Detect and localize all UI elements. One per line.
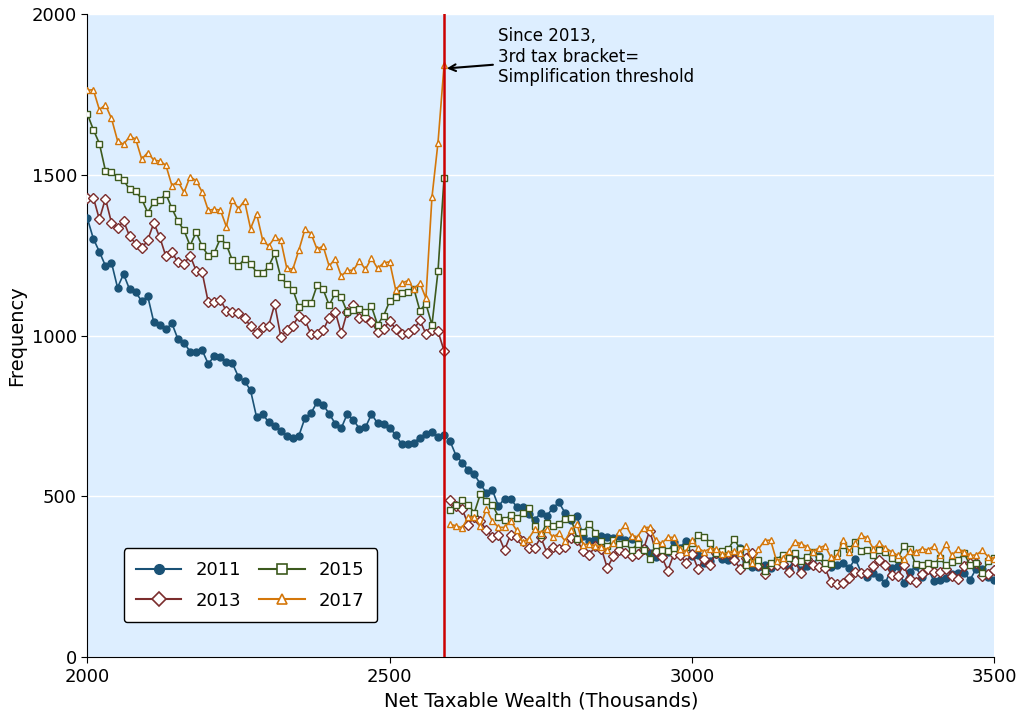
2017 (444, 520, 457, 528)
2015 (516, 509, 528, 518)
2017 (915, 544, 928, 553)
2017 (770, 557, 782, 566)
2015 (444, 506, 457, 515)
2011 (988, 576, 1000, 584)
Line: 2015: 2015 (446, 490, 997, 576)
2013 (830, 580, 843, 589)
2013 (571, 536, 584, 544)
2011 (976, 565, 988, 574)
2015 (909, 560, 922, 569)
2013 (583, 551, 595, 559)
Legend: 2011, 2013, 2015, 2017: 2011, 2013, 2015, 2017 (124, 549, 377, 622)
2015 (982, 556, 994, 565)
2017 (589, 541, 601, 550)
Y-axis label: Frequency: Frequency (7, 285, 26, 386)
2017 (988, 554, 1000, 563)
2013 (909, 578, 922, 587)
Line: 2013: 2013 (446, 497, 997, 588)
2015 (976, 569, 988, 577)
2011 (571, 512, 584, 521)
Line: 2011: 2011 (446, 438, 997, 587)
2015 (589, 528, 601, 537)
2011 (897, 579, 909, 587)
X-axis label: Net Taxable Wealth (Thousands): Net Taxable Wealth (Thousands) (384, 691, 698, 710)
2015 (474, 490, 486, 498)
2015 (577, 528, 589, 536)
2017 (516, 538, 528, 547)
2013 (511, 532, 523, 541)
2013 (982, 570, 994, 579)
Text: Since 2013,
3rd tax bracket=
Simplification threshold: Since 2013, 3rd tax bracket= Simplificat… (450, 27, 694, 87)
2011 (511, 503, 523, 511)
2013 (988, 566, 1000, 574)
Line: 2017: 2017 (446, 505, 997, 567)
2011 (909, 562, 922, 571)
2013 (444, 495, 457, 504)
2011 (583, 537, 595, 546)
2017 (480, 505, 493, 513)
2013 (976, 571, 988, 580)
2011 (982, 572, 994, 581)
2017 (982, 553, 994, 561)
2017 (746, 559, 759, 568)
2011 (444, 437, 457, 445)
2017 (577, 540, 589, 549)
2015 (765, 559, 777, 568)
2015 (988, 554, 1000, 562)
